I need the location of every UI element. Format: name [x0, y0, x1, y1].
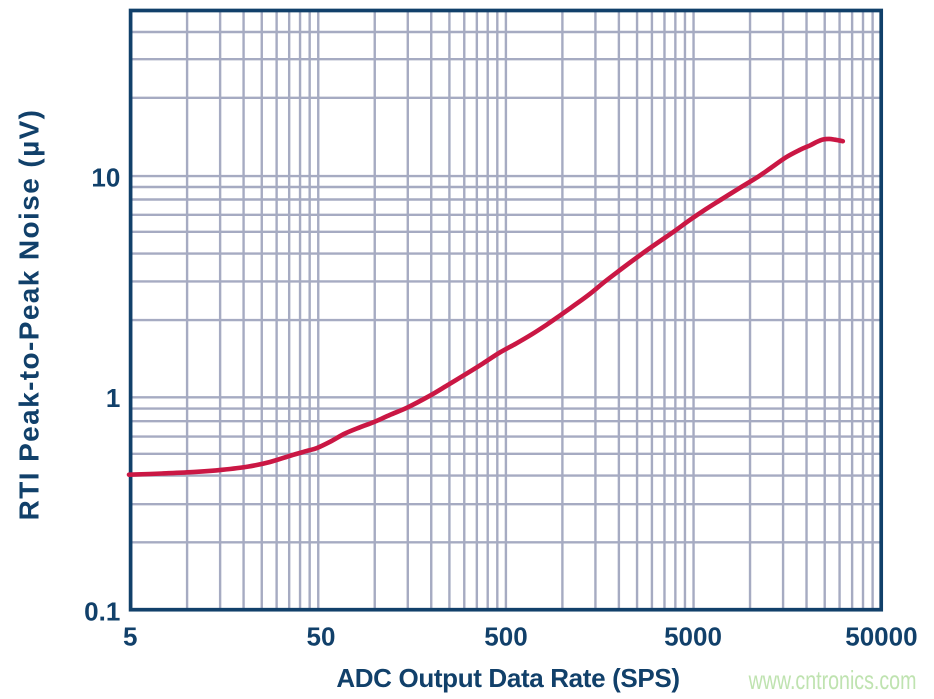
svg-text:50000: 50000	[845, 621, 917, 651]
svg-text:RTI Peak-to-Peak Noise (µV): RTI Peak-to-Peak Noise (µV)	[14, 109, 45, 521]
svg-text:ADC Output Data Rate (SPS): ADC Output Data Rate (SPS)	[336, 663, 679, 693]
svg-text:0.1: 0.1	[84, 597, 120, 627]
svg-text:5: 5	[123, 621, 137, 651]
svg-text:50: 50	[307, 621, 336, 651]
svg-text:1: 1	[106, 383, 120, 413]
svg-text:10: 10	[91, 162, 120, 192]
svg-text:www.cntronics.com: www.cntronics.com	[748, 665, 917, 694]
svg-text:5000: 5000	[664, 621, 722, 651]
svg-text:500: 500	[484, 621, 527, 651]
